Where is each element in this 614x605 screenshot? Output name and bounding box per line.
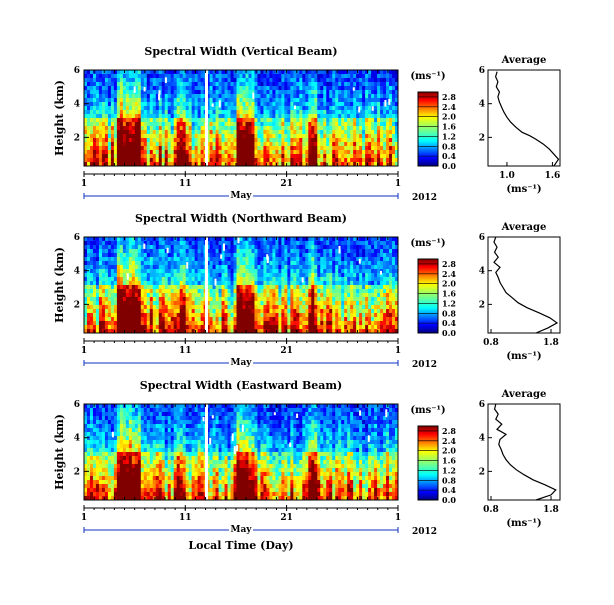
colorbar-tick-label: 1.6 bbox=[442, 122, 456, 132]
average-y-tick-label: 2 bbox=[479, 467, 485, 477]
heatmap-y-tick-label: 6 bbox=[74, 66, 80, 76]
average-y-tick-label: 6 bbox=[479, 233, 485, 243]
heatmap-y-label: Height (km) bbox=[53, 80, 66, 156]
chart-title: Spectral Width (Eastward Beam) bbox=[140, 379, 342, 392]
average-profile-line bbox=[496, 72, 559, 166]
heatmap-y-label: Height (km) bbox=[53, 414, 66, 490]
colorbar-tick-label: 2.8 bbox=[442, 92, 456, 102]
colorbar-tick-label: 0.8 bbox=[442, 475, 456, 485]
colorbar-tick-label: 2.8 bbox=[442, 426, 456, 436]
x-tick-label: 11 bbox=[179, 513, 192, 523]
heatmap-image bbox=[84, 404, 398, 500]
x-tick-label: 1 bbox=[395, 346, 401, 356]
colorbar-tick-label: 0.0 bbox=[442, 161, 456, 171]
colorbar-tick-label: 1.2 bbox=[442, 298, 456, 308]
x-tick-label: 1 bbox=[81, 346, 87, 356]
average-y-tick-label: 2 bbox=[479, 300, 485, 310]
average-frame bbox=[488, 404, 560, 500]
average-x-tick-label: 1.6 bbox=[545, 171, 561, 181]
colorbar-tick-label: 0.4 bbox=[442, 318, 456, 328]
x-tick-label: 1 bbox=[395, 513, 401, 523]
average-x-tick-label: 1.0 bbox=[499, 171, 515, 181]
average-y-tick-label: 6 bbox=[479, 400, 485, 410]
average-title: Average bbox=[501, 389, 547, 400]
colorbar-tick-label: 2.0 bbox=[442, 112, 456, 122]
x-tick-label: 1 bbox=[81, 513, 87, 523]
heatmap-y-tick-label: 4 bbox=[74, 434, 80, 444]
x-tick-label: 11 bbox=[179, 179, 192, 189]
heatmap-y-tick-label: 2 bbox=[74, 467, 80, 477]
x-tick-label: 1 bbox=[81, 179, 87, 189]
colorbar-tick-label: 0.4 bbox=[442, 151, 456, 161]
month-label: May bbox=[230, 191, 252, 201]
colorbar bbox=[418, 92, 438, 166]
x-tick-label: 1 bbox=[395, 179, 401, 189]
average-x-tick-label: 0.8 bbox=[483, 505, 499, 515]
colorbar-unit: (ms⁻¹) bbox=[410, 71, 445, 82]
average-y-tick-label: 6 bbox=[479, 66, 485, 76]
x-tick-label: 11 bbox=[179, 346, 192, 356]
x-tick-label: 21 bbox=[280, 513, 293, 523]
panel-1: Spectral Width (Northward Beam) 6 4 2 Height… bbox=[53, 212, 560, 370]
average-y-tick-label: 4 bbox=[479, 100, 485, 110]
heatmap-y-tick-label: 4 bbox=[74, 267, 80, 277]
colorbar-tick-label: 1.2 bbox=[442, 465, 456, 475]
colorbar-tick-label: 2.8 bbox=[442, 259, 456, 269]
average-x-label: (ms⁻¹) bbox=[506, 351, 541, 362]
average-x-tick-label: 1.8 bbox=[543, 505, 559, 515]
heatmap-y-tick-label: 6 bbox=[74, 233, 80, 243]
heatmap-image bbox=[84, 237, 398, 333]
colorbar-tick-label: 1.2 bbox=[442, 131, 456, 141]
x-tick-label: 21 bbox=[280, 179, 293, 189]
heatmap-y-tick-label: 4 bbox=[74, 100, 80, 110]
colorbar-tick-label: 2.4 bbox=[442, 436, 456, 446]
average-profile-line bbox=[494, 237, 557, 333]
chart-title: Spectral Width (Northward Beam) bbox=[135, 212, 347, 225]
heatmap-y-label: Height (km) bbox=[53, 247, 66, 323]
colorbar-tick-label: 0.8 bbox=[442, 141, 456, 151]
chart-title: Spectral Width (Vertical Beam) bbox=[144, 45, 337, 58]
average-title: Average bbox=[501, 55, 547, 66]
average-frame bbox=[488, 237, 560, 333]
colorbar-tick-label: 0.8 bbox=[442, 308, 456, 318]
colorbar-tick-label: 2.0 bbox=[442, 279, 456, 289]
colorbar-tick-label: 2.4 bbox=[442, 102, 456, 112]
colorbar-tick-label: 0.4 bbox=[442, 485, 456, 495]
colorbar-tick-label: 1.6 bbox=[442, 289, 456, 299]
average-x-tick-label: 1.8 bbox=[543, 338, 559, 348]
month-label: May bbox=[230, 525, 252, 535]
colorbar-tick-label: 0.0 bbox=[442, 495, 456, 505]
colorbar-tick-label: 2.0 bbox=[442, 446, 456, 456]
heatmap-image bbox=[84, 70, 398, 166]
average-x-tick-label: 0.8 bbox=[483, 338, 499, 348]
average-y-tick-label: 4 bbox=[479, 434, 485, 444]
colorbar-tick-label: 2.4 bbox=[442, 269, 456, 279]
average-y-tick-label: 2 bbox=[479, 133, 485, 143]
year-label: 2012 bbox=[412, 527, 437, 537]
average-profile-line bbox=[495, 404, 556, 500]
year-label: 2012 bbox=[412, 360, 437, 370]
panel-0: Spectral Width (Vertical Beam) 6 4 2 Height … bbox=[53, 45, 560, 203]
average-title: Average bbox=[501, 222, 547, 233]
x-tick-label: 21 bbox=[280, 346, 293, 356]
colorbar bbox=[418, 426, 438, 500]
year-label: 2012 bbox=[412, 193, 437, 203]
panel-2: Spectral Width (Eastward Beam) 6 4 2 Height … bbox=[53, 379, 560, 537]
x-axis-title: Local Time (Day) bbox=[188, 539, 293, 552]
colorbar-tick-label: 0.0 bbox=[442, 328, 456, 338]
colorbar-tick-label: 1.6 bbox=[442, 456, 456, 466]
average-x-label: (ms⁻¹) bbox=[506, 518, 541, 529]
heatmap-y-tick-label: 2 bbox=[74, 300, 80, 310]
colorbar-unit: (ms⁻¹) bbox=[410, 405, 445, 416]
heatmap-y-tick-label: 2 bbox=[74, 133, 80, 143]
average-frame bbox=[488, 70, 560, 166]
heatmap-y-tick-label: 6 bbox=[74, 400, 80, 410]
month-label: May bbox=[230, 358, 252, 368]
average-x-label: (ms⁻¹) bbox=[506, 184, 541, 195]
average-y-tick-label: 4 bbox=[479, 267, 485, 277]
colorbar-unit: (ms⁻¹) bbox=[410, 238, 445, 249]
colorbar bbox=[418, 259, 438, 333]
